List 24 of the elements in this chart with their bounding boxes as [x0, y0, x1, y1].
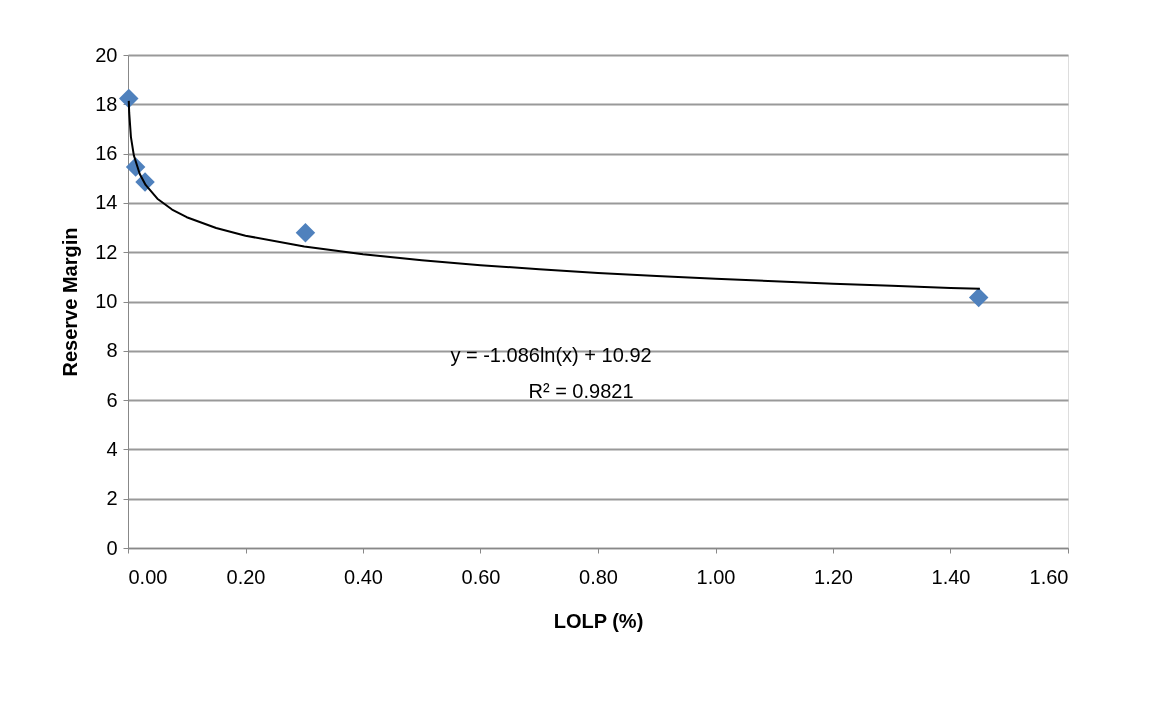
x-tick-label: 0.80 [579, 565, 618, 588]
y-tick-label: 12 [95, 240, 118, 263]
y-tick-label: 18 [95, 92, 118, 115]
x-tick-label: 1.20 [814, 565, 853, 588]
annotation: R² = 0.9821 [528, 379, 634, 402]
y-tick-label: 10 [95, 290, 118, 312]
x-tick-label: 1.40 [931, 565, 971, 588]
y-tick-label: 4 [106, 437, 118, 460]
y-tick-label: 14 [95, 191, 118, 214]
y-axis-title: Reserve Margin [59, 227, 82, 377]
x-tick-label: 0.60 [461, 565, 501, 588]
y-tick-label: 8 [106, 339, 118, 362]
x-tick-label: 0.20 [226, 565, 266, 588]
y-tick-label: 6 [106, 388, 118, 411]
x-tick-label: 1.00 [696, 565, 736, 588]
x-tick-label: 1.60 [1029, 565, 1069, 588]
x-axis-title: LOLP (%) [553, 609, 644, 632]
x-tick-label: 0.00 [128, 565, 168, 588]
annotation: y = -1.086ln(x) + 10.92 [450, 343, 652, 366]
y-tick-label: 0 [106, 536, 118, 559]
x-tick-label: 0.40 [344, 565, 383, 588]
y-tick-label: 20 [95, 43, 118, 66]
y-tick-label: 2 [106, 487, 118, 510]
y-tick-label: 16 [95, 142, 118, 165]
